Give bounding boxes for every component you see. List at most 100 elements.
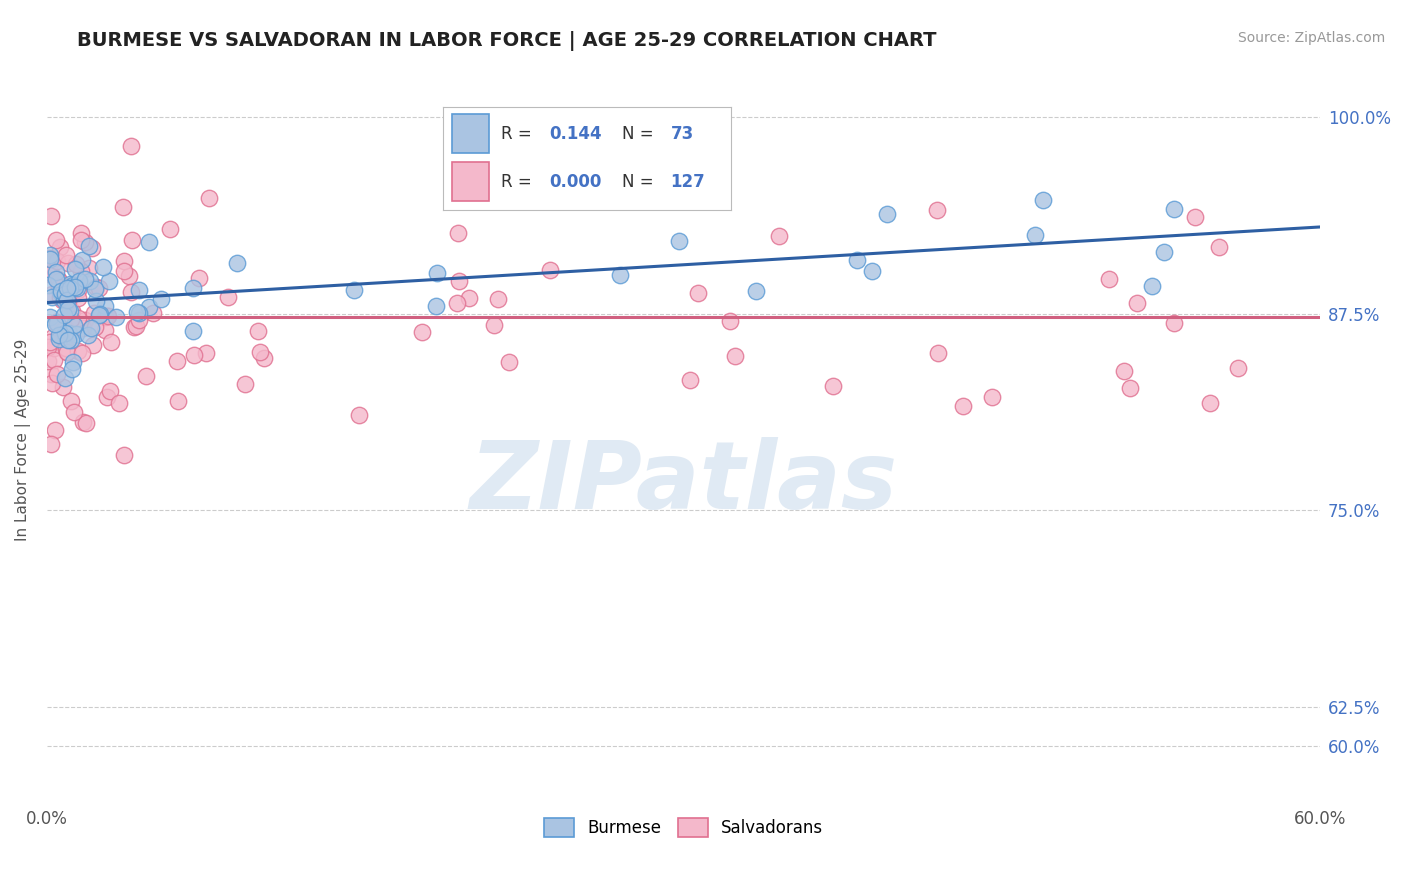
Point xyxy=(49,285,72,299)
Point xyxy=(52,318,75,332)
Point xyxy=(73,312,96,326)
Point xyxy=(1098,271,1121,285)
Point xyxy=(1119,381,1142,395)
Point xyxy=(166,353,188,368)
Point xyxy=(38,252,60,266)
Text: Source: ZipAtlas.com: Source: ZipAtlas.com xyxy=(1237,31,1385,45)
Point xyxy=(49,240,72,254)
Point xyxy=(66,343,89,358)
Point xyxy=(80,320,103,334)
Point xyxy=(181,324,204,338)
Point xyxy=(48,272,70,286)
Point xyxy=(98,274,121,288)
Point xyxy=(41,376,63,390)
Point xyxy=(79,274,101,288)
Point xyxy=(44,317,66,331)
Point xyxy=(138,300,160,314)
Point xyxy=(1140,279,1163,293)
Point xyxy=(876,207,898,221)
Point xyxy=(927,346,949,360)
Point xyxy=(447,227,470,241)
Point xyxy=(51,293,73,307)
Point xyxy=(53,286,76,301)
Point xyxy=(56,344,79,359)
Point xyxy=(65,262,87,277)
Point xyxy=(60,362,83,376)
Point xyxy=(225,256,247,270)
Point xyxy=(41,367,63,381)
Point xyxy=(44,423,66,437)
Point xyxy=(112,254,135,268)
Point xyxy=(65,280,87,294)
Point xyxy=(60,311,83,326)
Point xyxy=(62,285,84,300)
Point xyxy=(668,234,690,248)
Point xyxy=(138,235,160,250)
Point xyxy=(925,203,948,218)
Point xyxy=(84,280,107,294)
Text: N =: N = xyxy=(621,173,654,191)
Point xyxy=(52,323,75,337)
Point xyxy=(100,334,122,349)
Text: R =: R = xyxy=(501,173,531,191)
Point xyxy=(94,310,117,325)
Point xyxy=(1184,211,1206,225)
Point xyxy=(1024,228,1046,243)
Point xyxy=(46,316,69,330)
Point xyxy=(1114,364,1136,378)
Point xyxy=(128,306,150,320)
Point xyxy=(42,353,65,368)
Point xyxy=(53,371,76,385)
Point xyxy=(45,253,67,268)
Point xyxy=(77,260,100,275)
Point xyxy=(67,274,90,288)
Point xyxy=(981,390,1004,404)
Point xyxy=(108,396,131,410)
Point xyxy=(121,234,143,248)
Point xyxy=(122,319,145,334)
Point xyxy=(167,394,190,409)
Point xyxy=(127,305,149,319)
Point xyxy=(65,326,87,341)
Point xyxy=(128,313,150,327)
Point xyxy=(686,286,709,301)
Point xyxy=(44,341,66,355)
Point xyxy=(51,318,73,332)
Text: R =: R = xyxy=(501,125,531,143)
Point xyxy=(46,316,69,330)
Point xyxy=(1032,193,1054,207)
Point xyxy=(39,209,62,223)
FancyBboxPatch shape xyxy=(451,114,489,153)
Point xyxy=(75,416,97,430)
Point xyxy=(39,335,62,350)
Point xyxy=(62,318,84,333)
FancyBboxPatch shape xyxy=(451,162,489,202)
Point xyxy=(187,271,209,285)
Point xyxy=(87,308,110,322)
Point xyxy=(1163,316,1185,330)
Point xyxy=(768,229,790,244)
Text: 0.144: 0.144 xyxy=(550,125,602,143)
Point xyxy=(38,310,60,324)
Point xyxy=(141,306,163,320)
Point xyxy=(84,282,107,296)
Point xyxy=(679,373,702,387)
Point xyxy=(48,274,70,288)
Point xyxy=(56,301,79,316)
Point xyxy=(48,290,70,304)
Point xyxy=(73,235,96,250)
Point xyxy=(112,263,135,277)
Point xyxy=(198,191,221,205)
Point xyxy=(69,233,91,247)
Point xyxy=(235,376,257,391)
Point xyxy=(183,348,205,362)
Point xyxy=(62,355,84,369)
Point xyxy=(724,349,747,363)
Point xyxy=(1199,396,1222,410)
Text: 73: 73 xyxy=(671,125,693,143)
Point xyxy=(60,304,83,318)
Point xyxy=(98,384,121,399)
Point xyxy=(181,280,204,294)
Point xyxy=(425,299,447,313)
Point xyxy=(150,292,173,306)
